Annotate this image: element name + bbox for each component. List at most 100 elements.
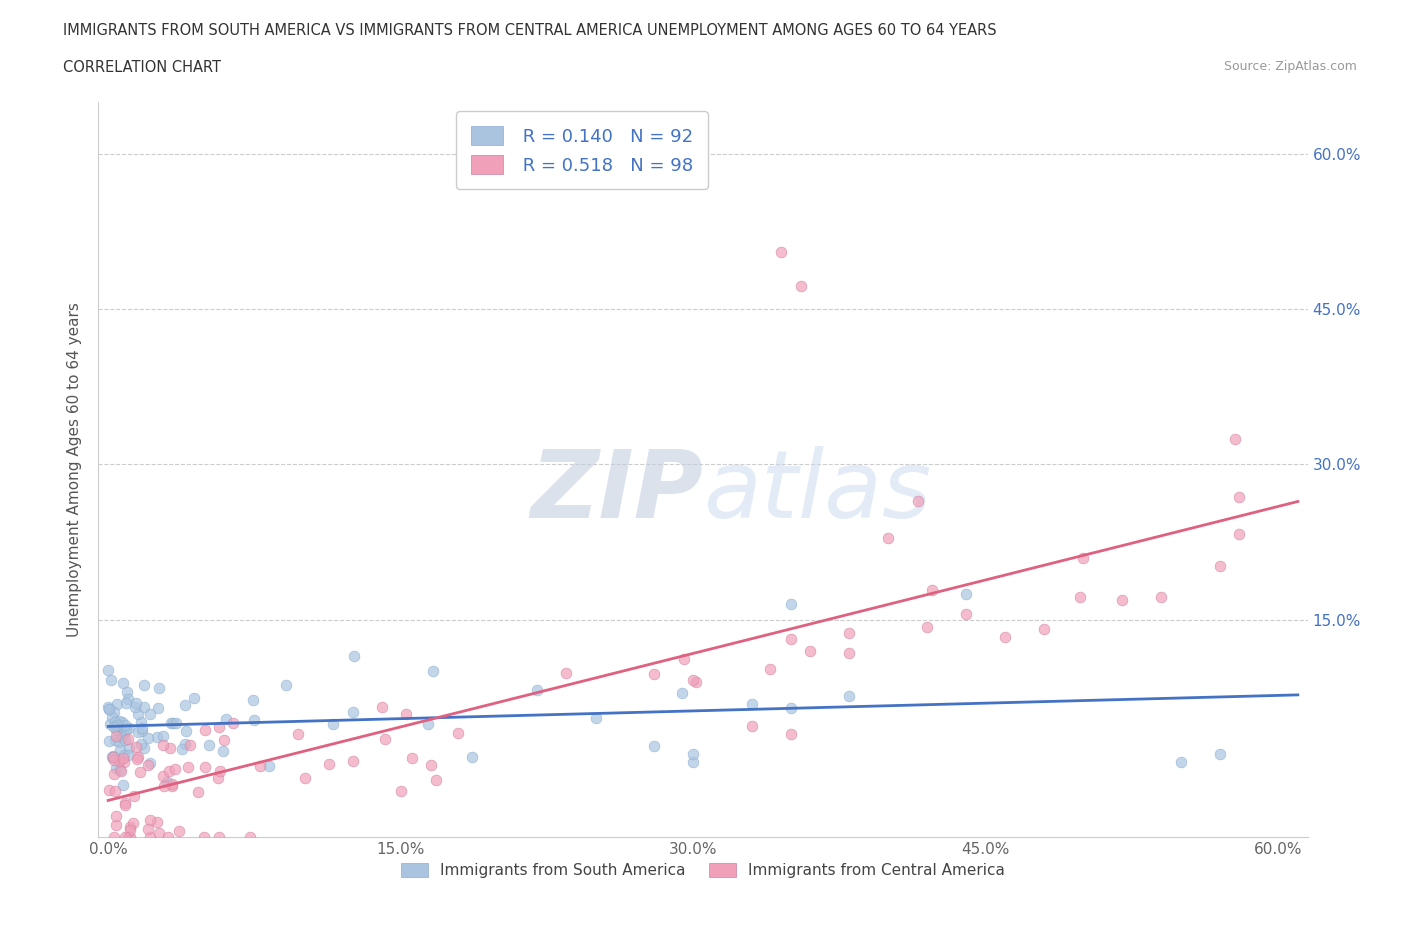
Point — [138, 830, 160, 844]
Point — [132, 699, 155, 714]
Point — [1069, 590, 1091, 604]
Point — [139, 706, 162, 721]
Point — [108, 763, 131, 777]
Point — [741, 698, 763, 712]
Point — [139, 812, 162, 827]
Point — [955, 606, 977, 621]
Point — [242, 692, 264, 707]
Point — [118, 721, 141, 736]
Point — [917, 619, 939, 634]
Point — [685, 674, 707, 689]
Point — [115, 696, 138, 711]
Point — [148, 826, 170, 841]
Point — [371, 699, 394, 714]
Point — [117, 830, 139, 844]
Point — [98, 717, 121, 732]
Point — [122, 816, 145, 830]
Point — [152, 737, 174, 752]
Point — [110, 764, 132, 778]
Point — [156, 830, 179, 844]
Point — [152, 778, 174, 793]
Point — [157, 764, 180, 778]
Point — [138, 758, 160, 773]
Point — [1227, 526, 1250, 541]
Point — [447, 725, 470, 740]
Point — [146, 700, 169, 715]
Point — [208, 719, 231, 734]
Point — [208, 764, 231, 778]
Point — [115, 684, 138, 699]
Point — [125, 696, 148, 711]
Point — [114, 717, 136, 732]
Point — [585, 711, 607, 725]
Point — [682, 754, 704, 769]
Point — [838, 645, 860, 660]
Text: CORRELATION CHART: CORRELATION CHART — [63, 60, 221, 75]
Point — [526, 683, 548, 698]
Point — [105, 808, 128, 823]
Point — [108, 735, 131, 750]
Point — [1150, 590, 1173, 604]
Point — [173, 698, 195, 712]
Point — [111, 715, 134, 730]
Point — [104, 714, 127, 729]
Point — [101, 750, 124, 764]
Point — [97, 662, 120, 677]
Point — [114, 796, 136, 811]
Point — [187, 784, 209, 799]
Point — [1209, 558, 1232, 573]
Point — [1209, 747, 1232, 762]
Point — [401, 751, 423, 766]
Point — [112, 748, 135, 763]
Point — [215, 711, 238, 726]
Point — [779, 700, 801, 715]
Text: ZIP: ZIP — [530, 445, 703, 538]
Point — [114, 798, 136, 813]
Point — [167, 824, 190, 839]
Point — [103, 719, 125, 734]
Point — [212, 733, 235, 748]
Point — [769, 245, 792, 259]
Point — [643, 667, 665, 682]
Point — [136, 822, 159, 837]
Point — [103, 766, 125, 781]
Point — [555, 666, 578, 681]
Point — [125, 739, 148, 754]
Point — [741, 719, 763, 734]
Point — [100, 672, 122, 687]
Point — [287, 726, 309, 741]
Point — [152, 729, 174, 744]
Point — [779, 597, 801, 612]
Point — [114, 830, 136, 844]
Point — [136, 731, 159, 746]
Point — [673, 652, 696, 667]
Point — [124, 699, 146, 714]
Point — [318, 757, 340, 772]
Point — [111, 726, 134, 741]
Point — [322, 716, 344, 731]
Point — [118, 822, 141, 837]
Point — [131, 724, 153, 738]
Point — [138, 755, 160, 770]
Point — [103, 705, 125, 720]
Point — [163, 761, 186, 776]
Point — [105, 719, 128, 734]
Point — [249, 759, 271, 774]
Point — [1071, 551, 1094, 565]
Y-axis label: Unemployment Among Ages 60 to 64 years: Unemployment Among Ages 60 to 64 years — [67, 302, 83, 637]
Point — [134, 678, 156, 693]
Point — [682, 747, 704, 762]
Point — [104, 784, 127, 799]
Point — [194, 760, 217, 775]
Point — [152, 768, 174, 783]
Point — [117, 692, 139, 707]
Point — [111, 675, 134, 690]
Point — [907, 493, 929, 508]
Point — [420, 757, 443, 772]
Point — [294, 771, 316, 786]
Point — [342, 754, 364, 769]
Point — [112, 751, 135, 765]
Point — [98, 702, 121, 717]
Point — [682, 673, 704, 688]
Point — [111, 777, 134, 792]
